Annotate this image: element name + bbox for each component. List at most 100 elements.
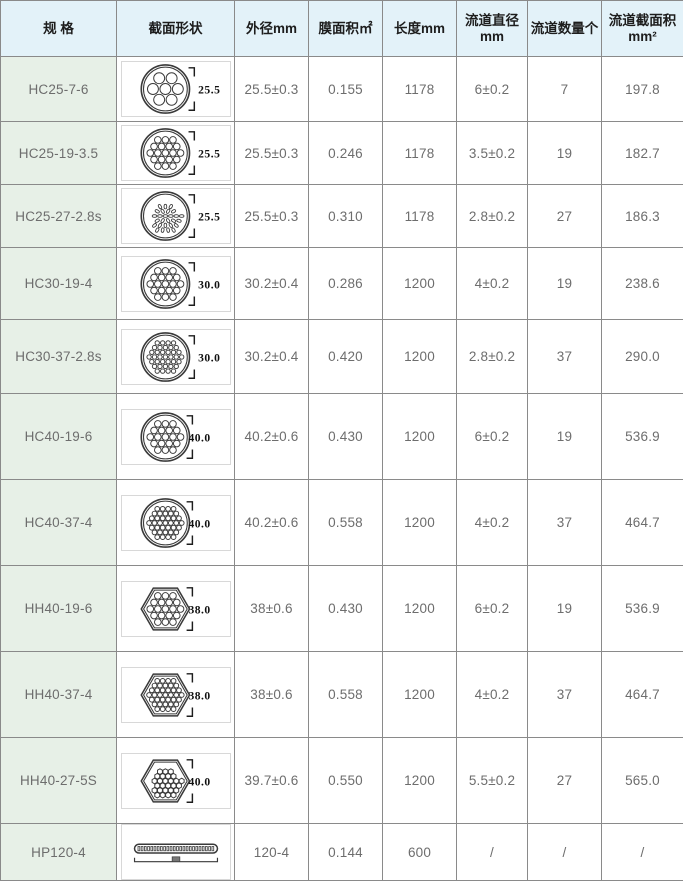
cell-channel-cross-section-area: 290.0 (602, 320, 683, 394)
cell-spec: HC25-7-6 (1, 57, 117, 122)
cell-channel-number: 37 (528, 320, 602, 394)
cell-channel-cross-section-area: 536.9 (602, 566, 683, 652)
header-cell-area: 膜面积㎡ (309, 1, 383, 57)
cell-membrane-area: 0.558 (309, 652, 383, 738)
cell-membrane-area: 0.246 (309, 122, 383, 185)
dimension-label: 40.0 (188, 517, 210, 530)
cell-spec: HC25-19-3.5 (1, 122, 117, 185)
cell-spec: HC25-27-2.8s (1, 185, 117, 248)
cross-section-diagram: 38.0 (121, 667, 231, 723)
header-cell-length: 长度mm (383, 1, 457, 57)
cell-channel-cross-section-area: 536.9 (602, 394, 683, 480)
header-cell-shape: 截面形状 (117, 1, 235, 57)
header-sublabel-channel-area: mm² (602, 29, 683, 45)
cell-channel-cross-section-area: 182.7 (602, 122, 683, 185)
cell-length: 1200 (383, 652, 457, 738)
cross-section-diagram: 40.0 (121, 753, 231, 809)
cell-length: 1200 (383, 480, 457, 566)
cell-cross-section: 30.0 (117, 248, 235, 320)
dimension-label: 25.5 (198, 147, 220, 160)
cell-cross-section: 38.0 (117, 566, 235, 652)
cross-section-diagram: 40.0 (121, 495, 231, 551)
dimension-label: 40.0 (188, 775, 210, 788)
cross-section-diagram: 30.0 (121, 329, 231, 385)
header-row: 规 格 截面形状 外径mm 膜面积㎡ 长度mm 流道直径 mm 流道数量个 流道… (1, 1, 683, 57)
header-cell-channel-diameter: 流道直径 mm (457, 1, 528, 57)
cross-section-diagram: 30.0 (121, 256, 231, 312)
header-cell-channel-area: 流道截面积 mm² (602, 1, 683, 57)
cell-outer-diameter: 120-4 (235, 824, 309, 881)
cell-spec: HH40-37-4 (1, 652, 117, 738)
cell-length: 1200 (383, 248, 457, 320)
cell-outer-diameter: 40.2±0.6 (235, 394, 309, 480)
header-label-channel-number: 流道数量个 (531, 21, 599, 36)
cell-cross-section: 30.0 (117, 320, 235, 394)
cell-outer-diameter: 25.5±0.3 (235, 57, 309, 122)
cell-cross-section: 25.5 (117, 57, 235, 122)
cell-spec: HC30-19-4 (1, 248, 117, 320)
cell-membrane-area: 0.420 (309, 320, 383, 394)
cell-channel-diameter: / (457, 824, 528, 881)
cell-length: 1178 (383, 185, 457, 248)
cell-channel-cross-section-area: 565.0 (602, 738, 683, 824)
cell-channel-diameter: 2.8±0.2 (457, 320, 528, 394)
cell-outer-diameter: 38±0.6 (235, 566, 309, 652)
cell-cross-section: 40.0 (117, 738, 235, 824)
cell-channel-diameter: 4±0.2 (457, 480, 528, 566)
cell-spec: HH40-19-6 (1, 566, 117, 652)
cell-channel-number: 27 (528, 738, 602, 824)
dimension-label: 38.0 (188, 603, 210, 616)
cell-channel-diameter: 6±0.2 (457, 394, 528, 480)
cell-length: 1178 (383, 57, 457, 122)
cell-channel-diameter: 3.5±0.2 (457, 122, 528, 185)
cross-section-diagram: 38.0 (121, 581, 231, 637)
cell-channel-number: 19 (528, 248, 602, 320)
cell-spec: HC40-37-4 (1, 480, 117, 566)
cell-length: 1200 (383, 566, 457, 652)
cell-channel-cross-section-area: 197.8 (602, 57, 683, 122)
cell-cross-section: 25.5 (117, 185, 235, 248)
cell-channel-diameter: 6±0.2 (457, 566, 528, 652)
cell-channel-number: / (528, 824, 602, 881)
cell-membrane-area: 0.430 (309, 394, 383, 480)
cell-channel-cross-section-area: 238.6 (602, 248, 683, 320)
cell-membrane-area: 0.558 (309, 480, 383, 566)
cell-channel-number: 37 (528, 480, 602, 566)
header-sublabel-channel-diameter: mm (457, 29, 527, 45)
cell-channel-diameter: 4±0.2 (457, 248, 528, 320)
table-header: 规 格 截面形状 外径mm 膜面积㎡ 长度mm 流道直径 mm 流道数量个 流道… (1, 1, 683, 57)
cell-membrane-area: 0.144 (309, 824, 383, 881)
cell-cross-section (117, 824, 235, 881)
cell-channel-cross-section-area: 464.7 (602, 480, 683, 566)
cell-outer-diameter: 30.2±0.4 (235, 320, 309, 394)
cell-membrane-area: 0.310 (309, 185, 383, 248)
header-cell-channel-number: 流道数量个 (528, 1, 602, 57)
dimension-label: 25.5 (198, 83, 220, 96)
dimension-label: 40.0 (188, 431, 210, 444)
header-label-channel-area: 流道截面积 (609, 13, 677, 28)
dimension-label: 38.0 (188, 689, 210, 702)
cell-spec: HC40-19-6 (1, 394, 117, 480)
cell-channel-diameter: 6±0.2 (457, 57, 528, 122)
cell-outer-diameter: 38±0.6 (235, 652, 309, 738)
header-label-length: 长度mm (394, 21, 445, 36)
cell-length: 1200 (383, 394, 457, 480)
cell-channel-number: 19 (528, 394, 602, 480)
cell-channel-number: 27 (528, 185, 602, 248)
cell-cross-section: 38.0 (117, 652, 235, 738)
cell-length: 600 (383, 824, 457, 881)
header-label-shape: 截面形状 (149, 21, 203, 36)
cell-membrane-area: 0.550 (309, 738, 383, 824)
cell-channel-diameter: 2.8±0.2 (457, 185, 528, 248)
cell-cross-section: 25.5 (117, 122, 235, 185)
cell-channel-diameter: 4±0.2 (457, 652, 528, 738)
